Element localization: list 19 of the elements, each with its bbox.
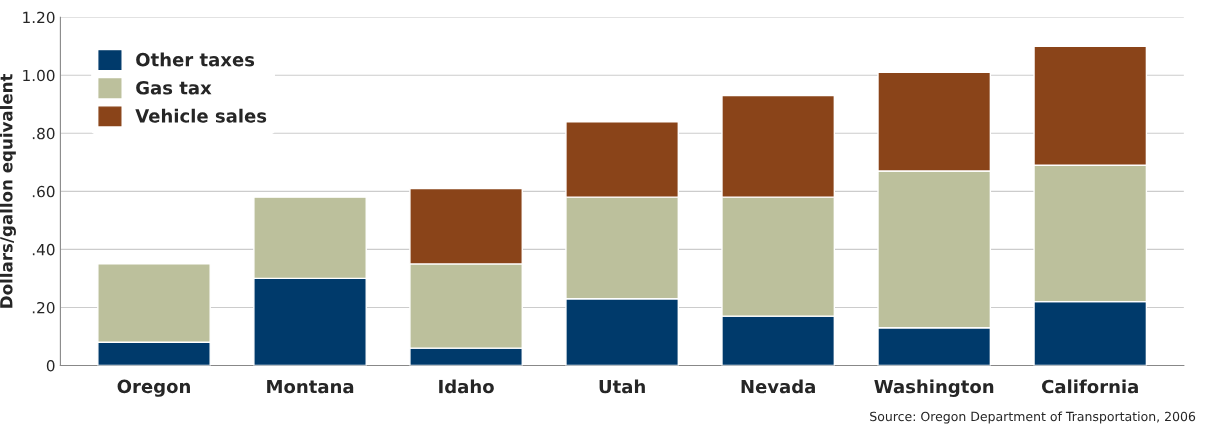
legend-label: Other taxes (136, 52, 255, 67)
y-tick-label: .20 (32, 301, 55, 314)
y-tick-label: 1.00 (23, 69, 55, 82)
y-tick-label: .60 (32, 185, 55, 198)
legend-label: Vehicle sales (135, 108, 267, 123)
y-axis-title: Dollars/gallon equivalent (0, 73, 16, 308)
x-tick-label: California (1042, 379, 1138, 394)
x-tick-label: Nevada (741, 379, 815, 394)
source-note: Source: Oregon Department of Transportation, 2006 (870, 411, 1196, 424)
x-tick-label: Utah (599, 379, 645, 394)
x-tick-label: Oregon (117, 379, 190, 397)
x-tick-label: Washington (874, 379, 994, 397)
x-tick-label: Idaho (439, 379, 494, 394)
legend-label: Gas tax (136, 80, 212, 95)
y-tick-label: .40 (32, 243, 55, 256)
y-tick-label: 1.20 (23, 11, 55, 24)
y-tick-label: .80 (32, 127, 55, 140)
y-tick-label: 0 (46, 359, 55, 372)
x-tick-label: Montana (267, 379, 354, 394)
